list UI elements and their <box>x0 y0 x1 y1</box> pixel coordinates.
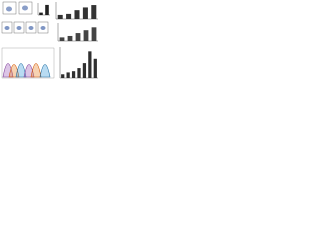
bar <box>61 74 65 78</box>
bar <box>74 10 80 19</box>
bar <box>91 5 97 20</box>
bar <box>66 72 70 78</box>
flow-plot <box>2 1 17 15</box>
bar <box>82 7 88 19</box>
population <box>16 26 22 30</box>
population <box>6 6 12 12</box>
flow-plot <box>18 1 33 15</box>
flow-plot <box>37 21 49 34</box>
bar <box>91 27 97 41</box>
flow-plot <box>25 21 37 34</box>
bar <box>71 71 76 78</box>
flow-plots <box>1 1 49 34</box>
population <box>40 26 46 30</box>
flow-plot <box>13 21 25 34</box>
bar <box>39 12 43 15</box>
bar <box>75 33 81 41</box>
population <box>22 5 28 11</box>
bar <box>66 13 72 19</box>
bar <box>88 51 92 78</box>
bar <box>82 63 87 78</box>
bar <box>67 35 73 41</box>
bar <box>83 30 89 41</box>
figure <box>1 1 98 79</box>
histogram-frame <box>1 47 55 79</box>
bar <box>45 4 49 15</box>
population <box>28 26 34 30</box>
population <box>4 26 10 30</box>
histogram <box>30 63 42 78</box>
flow-plot <box>1 21 13 34</box>
bar <box>57 14 63 19</box>
histograms <box>1 47 55 79</box>
bar <box>77 68 81 78</box>
bar <box>59 37 65 41</box>
bar <box>93 58 97 78</box>
histogram <box>39 64 51 78</box>
